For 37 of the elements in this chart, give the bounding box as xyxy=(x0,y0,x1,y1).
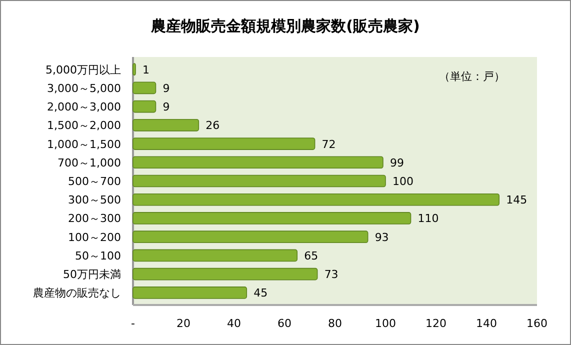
ytick: 1,500～2,000 xyxy=(47,119,121,132)
title: 農産物販売金額規模別農家数(販売農家) xyxy=(151,17,420,35)
ytick: 5,000万円以上 xyxy=(46,63,121,76)
data-label: 9 xyxy=(162,100,170,114)
xtick: 20 xyxy=(176,317,190,330)
annotation: （単位：戸） xyxy=(439,70,505,83)
ytick: 50万円未満 xyxy=(63,268,121,282)
ytick: 300～500 xyxy=(68,194,121,207)
ytick: 100～200 xyxy=(68,230,121,244)
ytick: 1,000～1,500 xyxy=(47,138,121,151)
xtick: 60 xyxy=(278,317,292,330)
data-label: 72 xyxy=(322,138,336,151)
data-label: 145 xyxy=(506,194,528,207)
ytick: 200～300 xyxy=(68,212,121,226)
xtick: 120 xyxy=(426,317,446,330)
data-label: 110 xyxy=(418,212,439,226)
ytick: 500～700 xyxy=(68,175,121,188)
data-label: 65 xyxy=(304,249,318,262)
xtick: 140 xyxy=(476,317,497,330)
data-label: 9 xyxy=(162,82,170,95)
data-label: 45 xyxy=(254,286,268,300)
data-label: 1 xyxy=(142,63,150,76)
ytick: 2,000～3,000 xyxy=(47,100,121,114)
data-label: 26 xyxy=(206,119,220,132)
data-label: 100 xyxy=(392,175,414,188)
ytick: 700～1,000 xyxy=(58,156,121,170)
xtick: 40 xyxy=(227,317,241,330)
xtick: 160 xyxy=(526,317,548,330)
xtick: 100 xyxy=(375,317,396,330)
data-label: 93 xyxy=(374,230,389,244)
ytick: 50～100 xyxy=(75,249,121,262)
xtick: 80 xyxy=(328,317,342,330)
data-label: 99 xyxy=(390,156,404,170)
ytick: 農産物の販売なし xyxy=(33,286,121,300)
data-label: 73 xyxy=(324,268,338,282)
ytick: 3,000～5,000 xyxy=(47,82,121,95)
xtick: - xyxy=(131,317,135,330)
